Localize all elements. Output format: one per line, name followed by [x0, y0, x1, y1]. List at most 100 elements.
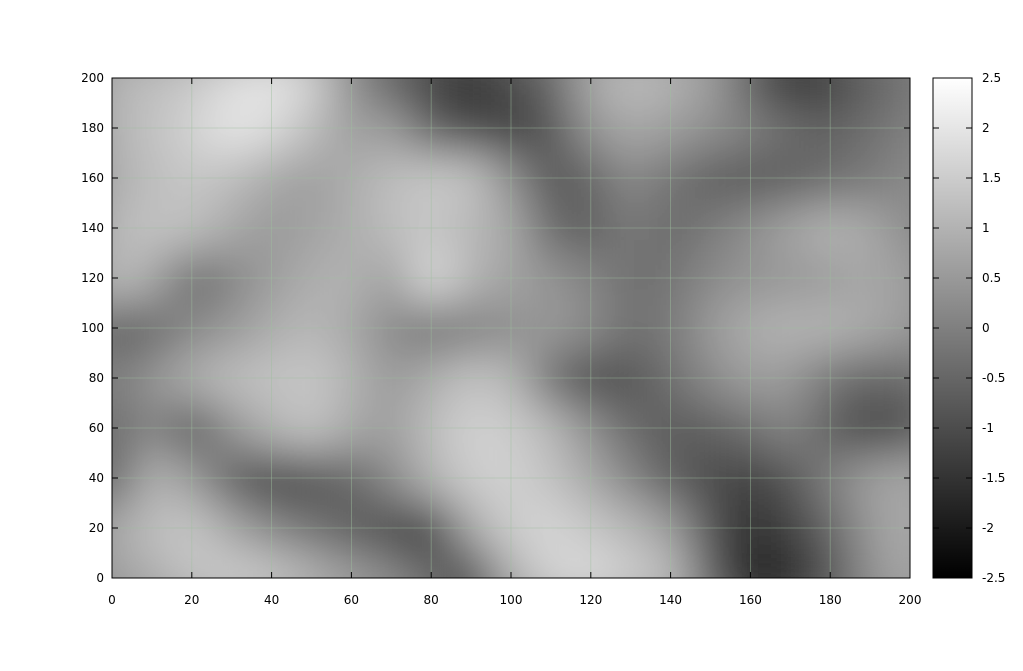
heatmap-cell — [291, 78, 333, 104]
heatmap-cell — [251, 453, 293, 504]
heatmap-cell — [331, 253, 373, 304]
colorbar-tick-label: -1.5 — [982, 471, 1005, 485]
x-axis: 0 20 40 60 80 100 120 140 160 180 200 — [108, 78, 921, 607]
heatmap-cell — [171, 403, 213, 454]
colorbar-tick-label: -0.5 — [982, 371, 1005, 385]
heatmap-cell — [730, 503, 772, 554]
heatmap-cell — [291, 203, 333, 254]
y-axis: 0 20 40 60 80 100 120 140 160 180 200 — [81, 71, 910, 585]
colorbar-tick-label: 0 — [982, 321, 990, 335]
x-tick-label: 60 — [344, 593, 359, 607]
heatmap-cell — [251, 253, 293, 304]
heatmap-cell — [890, 253, 910, 304]
heatmap-cell — [131, 78, 173, 104]
heatmap-cell — [730, 153, 772, 204]
heatmap-cell — [650, 303, 692, 354]
heatmap-cell — [291, 153, 333, 204]
heatmap-cell — [411, 153, 453, 204]
heatmap-cell — [251, 103, 293, 154]
heatmap-cell — [650, 553, 692, 578]
heatmap-cell — [451, 453, 493, 504]
x-tick-label: 120 — [579, 593, 602, 607]
heatmap-cell — [770, 78, 812, 104]
heatmap-cell — [411, 503, 453, 554]
heatmap-cell — [371, 403, 413, 454]
heatmap-cell — [291, 503, 333, 554]
heatmap-cell — [890, 78, 910, 104]
heatmap-cell — [770, 503, 812, 554]
heatmap-cell — [371, 78, 413, 104]
y-tick-label: 60 — [89, 421, 104, 435]
plot-area — [112, 78, 910, 578]
heatmap-cell — [570, 353, 612, 404]
heatmap-cell — [171, 203, 213, 254]
heatmap-cell — [131, 153, 173, 204]
heatmap-cell — [570, 303, 612, 354]
heatmap-cell — [650, 203, 692, 254]
x-tick-label: 200 — [899, 593, 922, 607]
y-tick-label: 120 — [81, 271, 104, 285]
heatmap-cell — [890, 153, 910, 204]
heatmap-cell — [112, 453, 133, 504]
heatmap-cell — [291, 453, 333, 504]
heatmap-cell — [491, 153, 532, 204]
x-tick-label: 20 — [184, 593, 199, 607]
heatmap-cell — [112, 78, 133, 104]
heatmap-cell — [491, 303, 532, 354]
heatmap-cell — [530, 103, 572, 154]
heatmap-cell — [770, 303, 812, 354]
heatmap-cell — [610, 503, 652, 554]
heatmap-cell — [211, 553, 253, 578]
heatmap-cell — [730, 353, 772, 404]
heatmap-cell — [890, 453, 910, 504]
heatmap-cell — [770, 353, 812, 404]
heatmap-cell — [530, 453, 572, 504]
heatmap-cell — [650, 78, 692, 104]
heatmap-cell — [451, 203, 493, 254]
heatmap-cell — [112, 253, 133, 304]
y-tick-label: 140 — [81, 221, 104, 235]
heatmap-cell — [251, 403, 293, 454]
heatmap-cell — [112, 353, 133, 404]
heatmap-cell — [730, 253, 772, 304]
y-tick-label: 0 — [96, 571, 104, 585]
heatmap-cell — [491, 103, 532, 154]
heatmap-cell — [850, 303, 892, 354]
heatmap-cell — [291, 353, 333, 404]
colorbar: -2.5 -2 -1.5 -1 -0.5 0 0.5 1 1.5 2 2.5 — [932, 71, 1005, 585]
heatmap-cell — [690, 153, 732, 204]
heatmap-cell — [251, 203, 293, 254]
heatmap-cell — [650, 253, 692, 304]
heatmap-cell — [291, 303, 333, 354]
heatmap-cell — [451, 503, 493, 554]
x-tick-label: 80 — [424, 593, 439, 607]
heatmap-cell — [131, 453, 173, 504]
colorbar-tick-label: 2.5 — [982, 71, 1001, 85]
y-tick-label: 160 — [81, 171, 104, 185]
heatmap-cell — [491, 353, 532, 404]
heatmap-cell — [530, 253, 572, 304]
heatmap-cell — [411, 253, 453, 304]
heatmap-cell — [690, 78, 732, 104]
grid-lines — [112, 78, 910, 578]
heatmap-cell — [610, 203, 652, 254]
heatmap-cell — [770, 403, 812, 454]
heatmap-cell — [251, 353, 293, 404]
heatmap-cell — [850, 103, 892, 154]
heatmap-cell — [112, 303, 133, 354]
heatmap-cell — [291, 403, 333, 454]
heatmap-cell — [171, 503, 213, 554]
heatmap-cell — [810, 153, 852, 204]
heatmap-cell — [810, 303, 852, 354]
heatmap-cell — [690, 303, 732, 354]
heatmap-cell — [171, 353, 213, 404]
heatmap-cell — [331, 453, 373, 504]
heatmap-cell — [112, 553, 133, 578]
heatmap-cell — [451, 353, 493, 404]
heatmap-cell — [690, 253, 732, 304]
colorbar-tick-label: 0.5 — [982, 271, 1001, 285]
heatmap-cell — [131, 553, 173, 578]
y-tick-label: 180 — [81, 121, 104, 135]
heatmap-cell — [610, 78, 652, 104]
heatmap-cell — [211, 503, 253, 554]
